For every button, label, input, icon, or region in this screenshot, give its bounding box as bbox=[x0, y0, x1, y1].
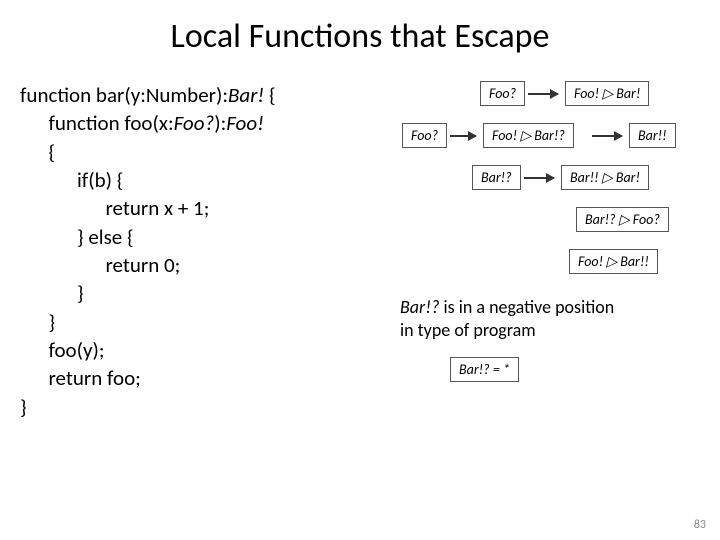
code-l2a: function foo(x: bbox=[20, 110, 174, 136]
arrow-icon bbox=[592, 135, 622, 137]
box-barlq-star: Bar!? = * bbox=[450, 357, 519, 382]
box-foo-barlq: Foo! ▷ Bar!? bbox=[483, 123, 574, 148]
box-foo-bar-1: Foo! ▷ Bar! bbox=[565, 81, 649, 106]
code-l1a: function bar(y:Number): bbox=[20, 82, 228, 108]
note-l1a: Bar!? bbox=[400, 296, 439, 318]
box-barll: Bar!! bbox=[629, 123, 676, 148]
code-l4: if(b) { bbox=[20, 166, 370, 194]
arrow-icon bbox=[528, 93, 558, 95]
code-l12: } bbox=[20, 393, 370, 421]
code-l7: return 0; bbox=[20, 251, 370, 279]
note-text: Bar!? is in a negative position in type … bbox=[400, 296, 614, 341]
note-l2: in type of program bbox=[400, 319, 536, 341]
note-l1b: is in a negative position bbox=[439, 296, 614, 318]
code-l10: foo(y); bbox=[20, 336, 370, 364]
slide-title: Local Functions that Escape bbox=[0, 0, 720, 57]
code-l5: return x + 1; bbox=[20, 194, 370, 222]
code-l3: { bbox=[20, 138, 370, 166]
code-l2c: ): bbox=[214, 110, 226, 136]
code-l8: } bbox=[20, 279, 370, 307]
code-l6: } else { bbox=[20, 223, 370, 251]
arrow-icon bbox=[450, 135, 476, 137]
code-block: function bar(y:Number):Bar! { function f… bbox=[20, 81, 370, 421]
code-l2d: Foo! bbox=[226, 110, 264, 136]
box-foo-q-2: Foo? bbox=[402, 123, 447, 148]
arrow-icon bbox=[524, 177, 554, 179]
code-l9: } bbox=[20, 308, 370, 336]
code-l1b: Bar! bbox=[228, 82, 264, 108]
box-foo-barll: Foo! ▷ Bar!! bbox=[569, 249, 658, 274]
box-barll-bar: Bar!! ▷ Bar! bbox=[561, 165, 649, 190]
code-l1c: { bbox=[264, 82, 275, 108]
box-barlq-foo: Bar!? ▷ Foo? bbox=[576, 207, 669, 232]
diagram-area: Foo? Foo! ▷ Bar! Foo? Foo! ▷ Bar!? Bar!!… bbox=[370, 81, 700, 421]
box-foo-q-1: Foo? bbox=[480, 81, 525, 106]
page-number: 83 bbox=[694, 518, 706, 532]
code-l11: return foo; bbox=[20, 364, 370, 392]
content-area: function bar(y:Number):Bar! { function f… bbox=[0, 57, 720, 421]
box-barlq: Bar!? bbox=[472, 165, 521, 190]
code-l2b: Foo? bbox=[174, 110, 215, 136]
